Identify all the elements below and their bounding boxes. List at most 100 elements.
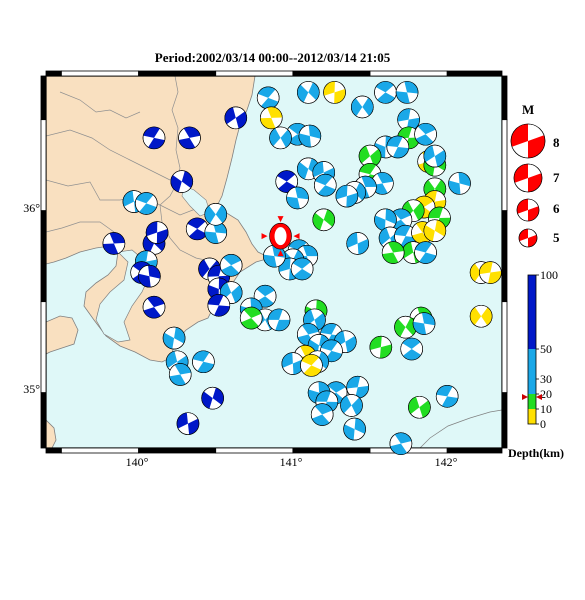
land-area-southwest [46,315,79,355]
magnitude-legend-ball-7 [513,163,543,193]
event-beachball [286,186,309,210]
magnitude-legend-ball-5 [518,228,538,248]
frame-segment-right [501,210,508,303]
event-beachball [267,308,291,332]
frame-segment-top [369,70,448,77]
frame-segment-bottom [215,447,294,454]
depth-tick-10: 10 [540,402,552,416]
event-beachball [192,350,215,374]
event-beachball [346,375,369,399]
event-beachball [224,106,248,130]
magnitude-legend-ball-6 [516,198,540,222]
event-beachball [142,295,166,319]
event-beachball [374,81,397,104]
event-beachball [369,335,393,359]
lon-label-142: 142° [435,455,458,469]
event-beachball [201,386,224,410]
event-beachball [259,106,283,130]
magnitude-label-7: 7 [553,170,560,185]
event-beachball [142,126,166,150]
event-beachball [448,172,471,195]
event-beachball [340,394,363,417]
depth-tick-0: 0 [540,417,546,431]
event-beachball [479,261,502,284]
depth-tick-20: 20 [540,387,552,401]
event-beachball [312,208,336,232]
event-beachball [381,241,405,264]
event-beachball [170,170,194,193]
frame-segment-left [40,75,47,121]
mainshock-arrow-top [277,216,284,223]
depth-band [528,349,536,394]
depth-band [528,409,536,424]
event-beachball [269,126,292,150]
depth-band [528,275,536,349]
event-beachball [374,208,397,232]
event-beachball [162,326,186,350]
event-beachball [371,172,394,195]
depth-band [528,394,536,409]
event-beachball [298,124,322,148]
event-beachball [386,135,410,159]
event-beachball [323,81,346,104]
frame-segment-bottom [446,447,503,454]
event-beachball [358,144,382,168]
mainshock-arrow-left [261,233,268,240]
event-beachball [346,232,369,255]
magnitude-legend-title: M [522,102,534,117]
event-beachball [134,192,158,215]
event-beachball [138,264,161,288]
event-beachball [168,363,192,386]
event-beachball [102,232,126,255]
frame-segment-left [40,392,47,449]
event-beachball [313,173,337,197]
depth-marker-right [536,394,542,400]
depth-tick-50: 50 [540,342,552,356]
event-beachball [414,122,437,146]
magnitude-label-8: 8 [553,135,560,150]
frame-segment-left [40,119,47,212]
event-beachball [343,417,366,441]
event-beachball [394,315,417,339]
depth-marker-left [522,394,528,400]
event-beachball [219,253,243,277]
frame-segment-right [501,119,508,212]
event-beachball [178,126,201,150]
frame-segment-top [61,70,139,77]
lat-label-36: 36° [23,201,40,215]
lat-label-35: 35° [23,382,40,396]
frame-segment-left [40,301,47,394]
magnitude-label-5: 5 [553,230,560,245]
magnitude-label-6: 6 [553,201,560,216]
event-beachball [204,203,228,226]
event-beachball [395,81,419,104]
event-beachball [297,81,320,104]
mainshock-arrow-bottom [277,250,284,257]
event-beachball [185,217,209,241]
event-beachball [435,385,459,408]
latitude-labels: 36° 35° [23,201,40,396]
frame-segment-left [40,210,47,303]
magnitude-legend: M 8 7 6 5 [510,102,560,248]
event-beachball [423,219,447,242]
event-beachball [281,352,305,375]
mainshock-arrow-right [293,233,300,240]
depth-bar-outline [527,274,537,425]
magnitude-legend-ball-8 [510,123,546,159]
event-beachball [145,221,169,244]
event-beachball [239,306,263,330]
event-beachball [400,337,423,361]
depth-tick-100: 100 [540,268,558,282]
event-beachball [290,257,314,281]
frame-segment-top [446,70,503,77]
event-beachball [469,304,493,328]
event-beachball [176,412,200,435]
frame-segment-top [215,70,294,77]
event-beachball [300,354,323,377]
frame-segment-bottom [292,447,371,454]
event-beachball [389,432,413,455]
mainshock-core [274,227,287,246]
event-beachball [256,86,280,110]
trench-line [419,409,502,448]
